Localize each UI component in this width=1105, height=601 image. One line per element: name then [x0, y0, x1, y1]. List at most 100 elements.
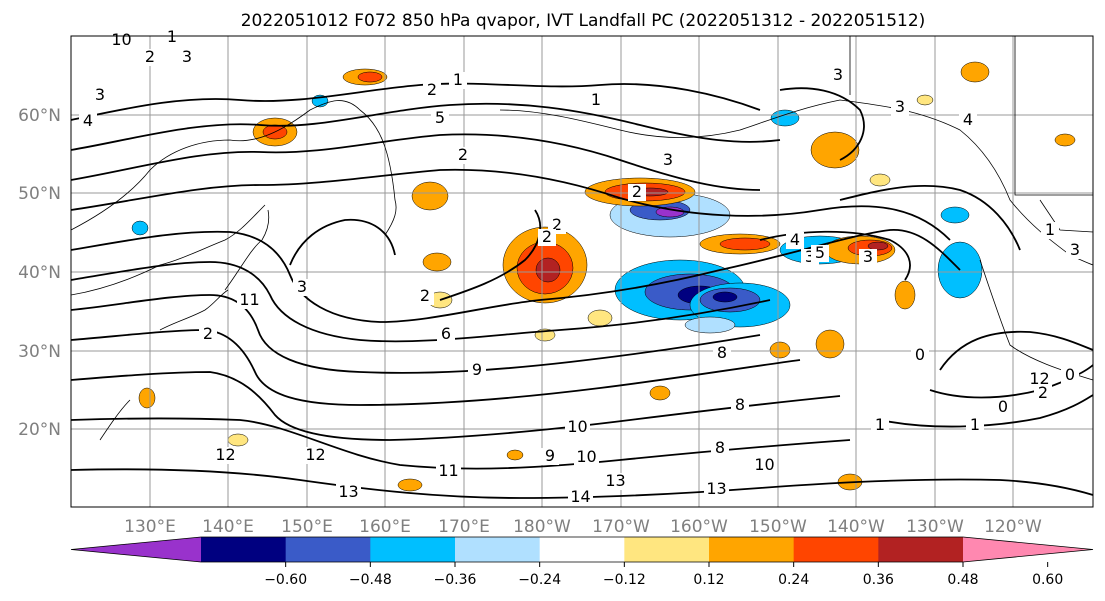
colorbar-segment — [878, 537, 964, 562]
colorbar-segment — [201, 537, 287, 562]
contour-label: 12 — [215, 445, 235, 464]
contour-label: 2 — [542, 227, 552, 246]
figure-title: 2022051012 F072 850 hPa qvapor, IVT Land… — [241, 11, 926, 31]
contour-label: 1 — [591, 90, 601, 109]
qvapor-anomaly — [894, 280, 916, 310]
ivt-contour — [70, 133, 761, 191]
qvapor-anomaly — [867, 241, 889, 251]
contour-label: 5 — [435, 108, 445, 127]
colorbar-tick-label: 0.60 — [1032, 572, 1063, 588]
contour-label-bg — [704, 481, 729, 498]
contour-label-bg — [587, 92, 605, 109]
contour-label-bg — [237, 292, 262, 309]
lon-label: 170°W — [592, 517, 650, 537]
contour-label-bg — [568, 489, 593, 506]
colorbar-tick-label: −0.36 — [434, 572, 477, 588]
contour-label: 2 — [145, 47, 155, 66]
ivt-contour — [70, 261, 771, 343]
contour-label: 3 — [663, 150, 673, 169]
lon-label: 160°W — [670, 517, 728, 537]
contour-label: 8 — [715, 438, 725, 457]
contour-label: 2 — [458, 145, 468, 164]
contour-label: 1 — [875, 415, 885, 434]
contour-label-bg — [752, 457, 777, 474]
contour-label-bg — [79, 113, 97, 130]
colorbar-tick-label: −0.12 — [603, 572, 646, 588]
ivt-contour — [70, 82, 761, 121]
contour-label: 3 — [95, 85, 105, 104]
contour-label: 9 — [472, 360, 482, 379]
lat-label: 60°N — [18, 106, 61, 126]
contour-label-bg — [1027, 371, 1052, 388]
colorbar-outline — [70, 536, 1094, 563]
colorbar-segment — [285, 537, 371, 562]
lon-label: 120°W — [984, 517, 1042, 537]
lon-label: 140°W — [827, 517, 885, 537]
colorbar-segment — [793, 537, 879, 562]
contour-label-bg — [871, 417, 889, 434]
coastlines — [70, 36, 1094, 441]
contour-label-bg — [468, 362, 486, 379]
contour-label: 8 — [717, 343, 727, 362]
longitude-labels: 130°E 140°E 150°E 160°E 170°E 180°W 170°W 160°W… — [124, 517, 1042, 537]
contour-label-bg — [199, 326, 217, 343]
map-frame — [70, 35, 1094, 508]
contour-label: 9 — [545, 446, 555, 465]
qvapor-anomaly — [535, 257, 561, 283]
lat-label: 40°N — [18, 263, 61, 283]
contour-label-bg — [966, 417, 984, 434]
contour-label-bg — [786, 232, 804, 249]
contour-label: 13 — [706, 479, 726, 498]
contour-label: 8 — [735, 395, 745, 414]
contour-label-bg — [891, 99, 909, 116]
ivt-contour — [779, 87, 865, 161]
contour-label: 14 — [570, 487, 590, 506]
contour-label-bg — [1066, 242, 1084, 259]
contour-label: 4 — [963, 110, 973, 129]
contour-label: 12 — [305, 445, 325, 464]
ivt-contour — [70, 417, 851, 470]
ivt-contour — [70, 168, 951, 241]
ivt-contour — [839, 185, 1021, 251]
contour-label-bg — [1041, 222, 1059, 239]
contour-label: 2 — [427, 80, 437, 99]
map: 1123341212333252243311326988101098101112… — [70, 27, 1094, 508]
qvapor-anomaly — [940, 206, 970, 224]
coastline — [70, 204, 266, 296]
lon-label: 130°E — [124, 517, 176, 537]
colorbar-tick-label: −0.24 — [518, 572, 561, 588]
contour-label: 3 — [1070, 240, 1080, 259]
contour-label: 1 — [970, 415, 980, 434]
colorbar-segment — [539, 537, 625, 562]
contour-label: 2 — [1038, 383, 1048, 402]
contour-label-bg — [449, 72, 467, 89]
contour-label: 3 — [895, 97, 905, 116]
contour-label: 3 — [863, 247, 873, 266]
colorbar-extend-low — [71, 537, 201, 562]
lon-label: 140°E — [202, 517, 254, 537]
coastline — [1039, 199, 1094, 233]
qvapor-anomaly — [397, 478, 423, 492]
ivt-contour — [70, 102, 781, 151]
contour-label-bg — [293, 279, 311, 296]
qvapor-anomaly — [1054, 133, 1076, 147]
coastline — [70, 100, 397, 236]
ivt-contour — [289, 218, 396, 266]
colorbar: −0.60 −0.48 −0.36 −0.24 −0.12 0.12 0.24 0.36 0.4… — [70, 536, 1094, 588]
contour-label: 10 — [111, 30, 131, 49]
lat-label: 50°N — [18, 184, 61, 204]
colorbar-segment — [370, 537, 456, 562]
contour-label-bg — [178, 49, 196, 66]
coastline — [159, 289, 229, 331]
latitude-labels: 60°N 50°N 40°N 30°N 20°N — [18, 106, 61, 440]
lat-label: 30°N — [18, 342, 61, 362]
contour-label: 2 — [203, 324, 213, 343]
lon-label: 130°W — [906, 517, 964, 537]
contour-label-bg — [565, 419, 590, 436]
lon-label: 180°W — [513, 517, 571, 537]
contour-label-bg — [91, 87, 109, 104]
ivt-contour — [439, 209, 542, 301]
contour-label-bg — [1034, 385, 1052, 402]
colorbar-segment — [624, 537, 710, 562]
contour-label-bg — [141, 49, 159, 66]
